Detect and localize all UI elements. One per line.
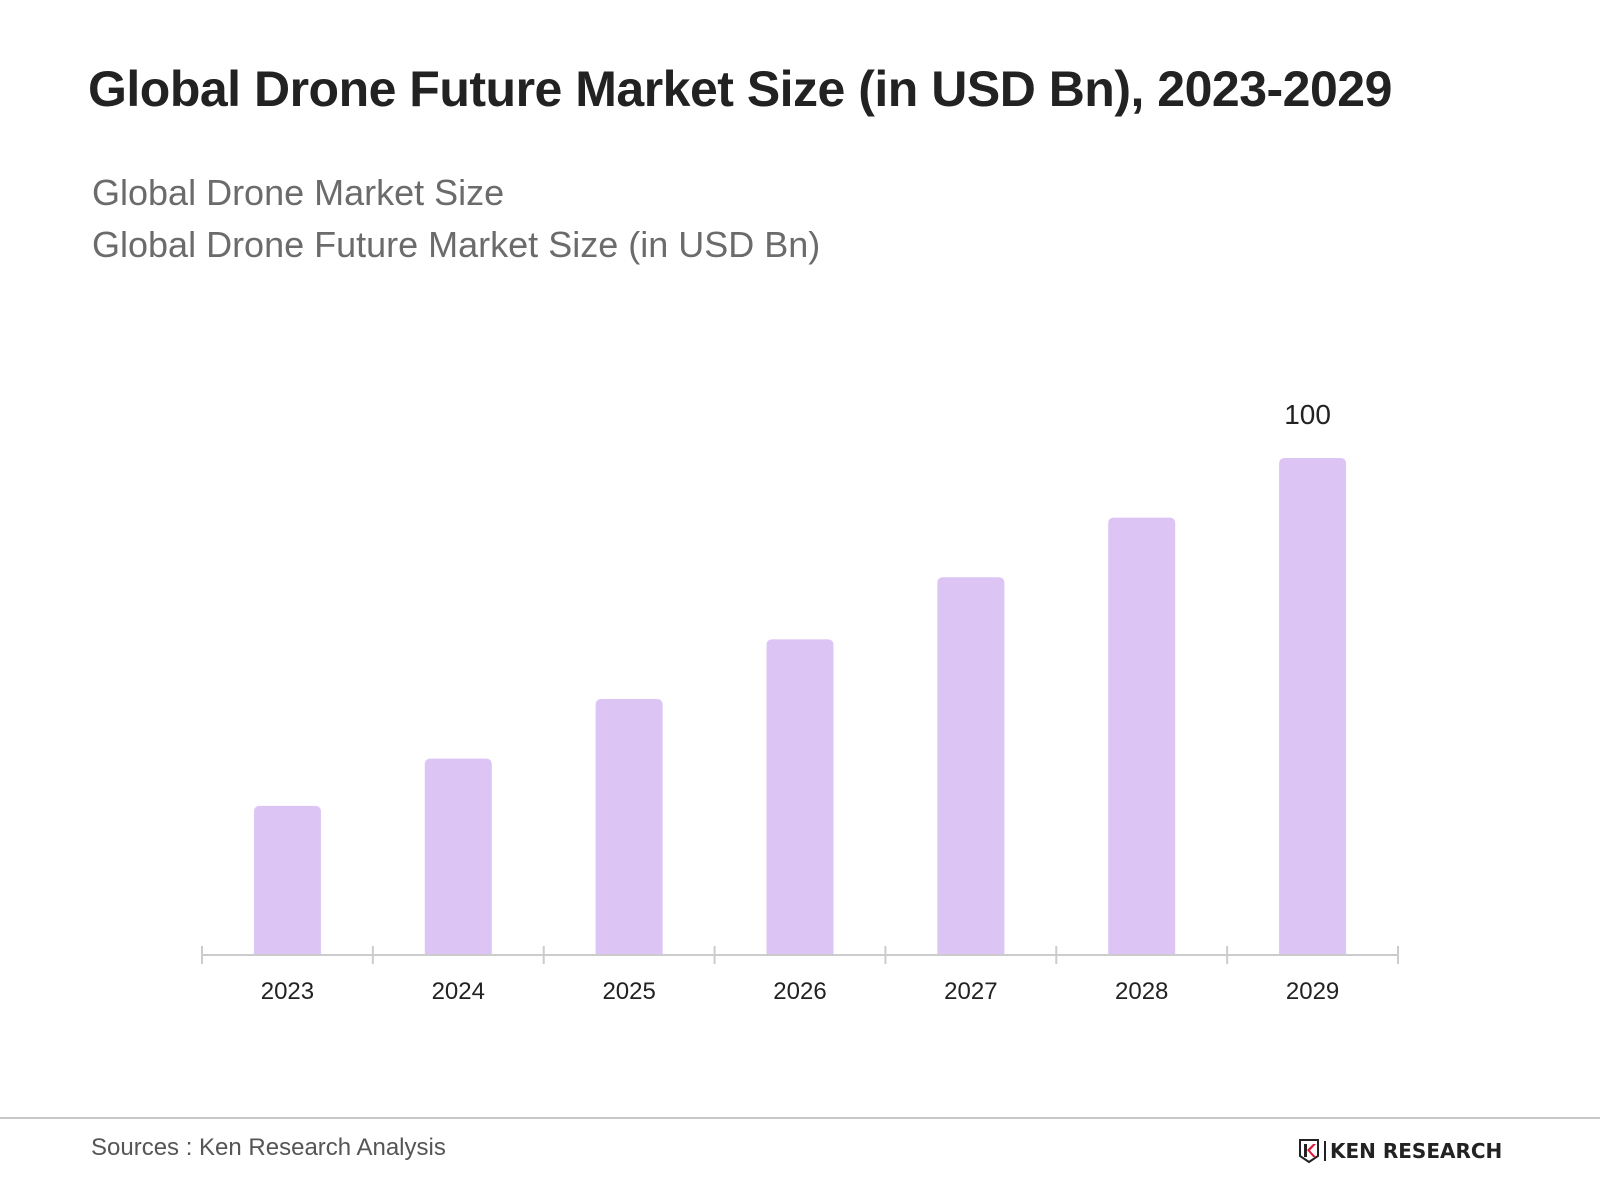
- x-tick-label-2024: 2024: [432, 978, 485, 1005]
- bar-2027: [937, 577, 1005, 955]
- x-tick-label-2026: 2026: [773, 978, 826, 1005]
- data-label-2029: 100: [1284, 399, 1331, 430]
- x-axis-ticks: [201, 946, 1399, 964]
- footer-divider: [0, 1117, 1600, 1119]
- bar-2026: [766, 639, 834, 955]
- subtitle-line-1: Global Drone Market Size: [92, 172, 505, 213]
- x-tick-label-2027: 2027: [944, 978, 997, 1005]
- bars-layer: [253, 458, 1347, 955]
- x-tick-label-2028: 2028: [1115, 978, 1168, 1005]
- subtitle-line-2: Global Drone Future Market Size (in USD …: [92, 224, 821, 265]
- logo-separator: [1324, 1141, 1326, 1161]
- bar-2028: [1108, 517, 1176, 955]
- bar-2023: [253, 805, 321, 955]
- logo-text: KEN RESEARCH: [1330, 1139, 1503, 1163]
- bar-2024: [424, 758, 492, 955]
- x-tick-label-2025: 2025: [602, 978, 655, 1005]
- data-labels: 100: [1284, 399, 1331, 430]
- x-axis-tick-labels: 2023 2024 2025 2026 2027 2028 2029: [261, 978, 1340, 1005]
- source-note: Sources : Ken Research Analysis: [91, 1134, 446, 1161]
- ken-research-logo: KEN RESEARCH: [1298, 1137, 1502, 1165]
- bar-2025: [595, 699, 663, 955]
- chart-title: Global Drone Future Market Size (in USD …: [88, 61, 1392, 117]
- ken-research-logo-mark: [1299, 1139, 1319, 1164]
- x-tick-label-2029: 2029: [1286, 978, 1339, 1005]
- bar-2029: [1279, 458, 1347, 955]
- x-tick-label-2023: 2023: [261, 978, 314, 1005]
